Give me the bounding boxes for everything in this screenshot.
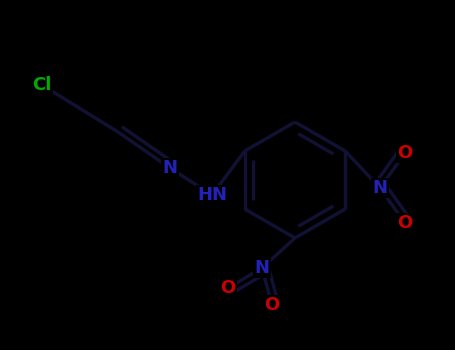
Text: O: O bbox=[264, 296, 280, 314]
Text: O: O bbox=[397, 214, 413, 232]
Text: HN: HN bbox=[197, 186, 227, 204]
Text: N: N bbox=[373, 179, 388, 197]
Text: Cl: Cl bbox=[32, 76, 52, 94]
Text: O: O bbox=[220, 279, 236, 297]
Text: N: N bbox=[254, 259, 269, 277]
Text: N: N bbox=[162, 159, 177, 177]
Text: O: O bbox=[397, 144, 413, 162]
